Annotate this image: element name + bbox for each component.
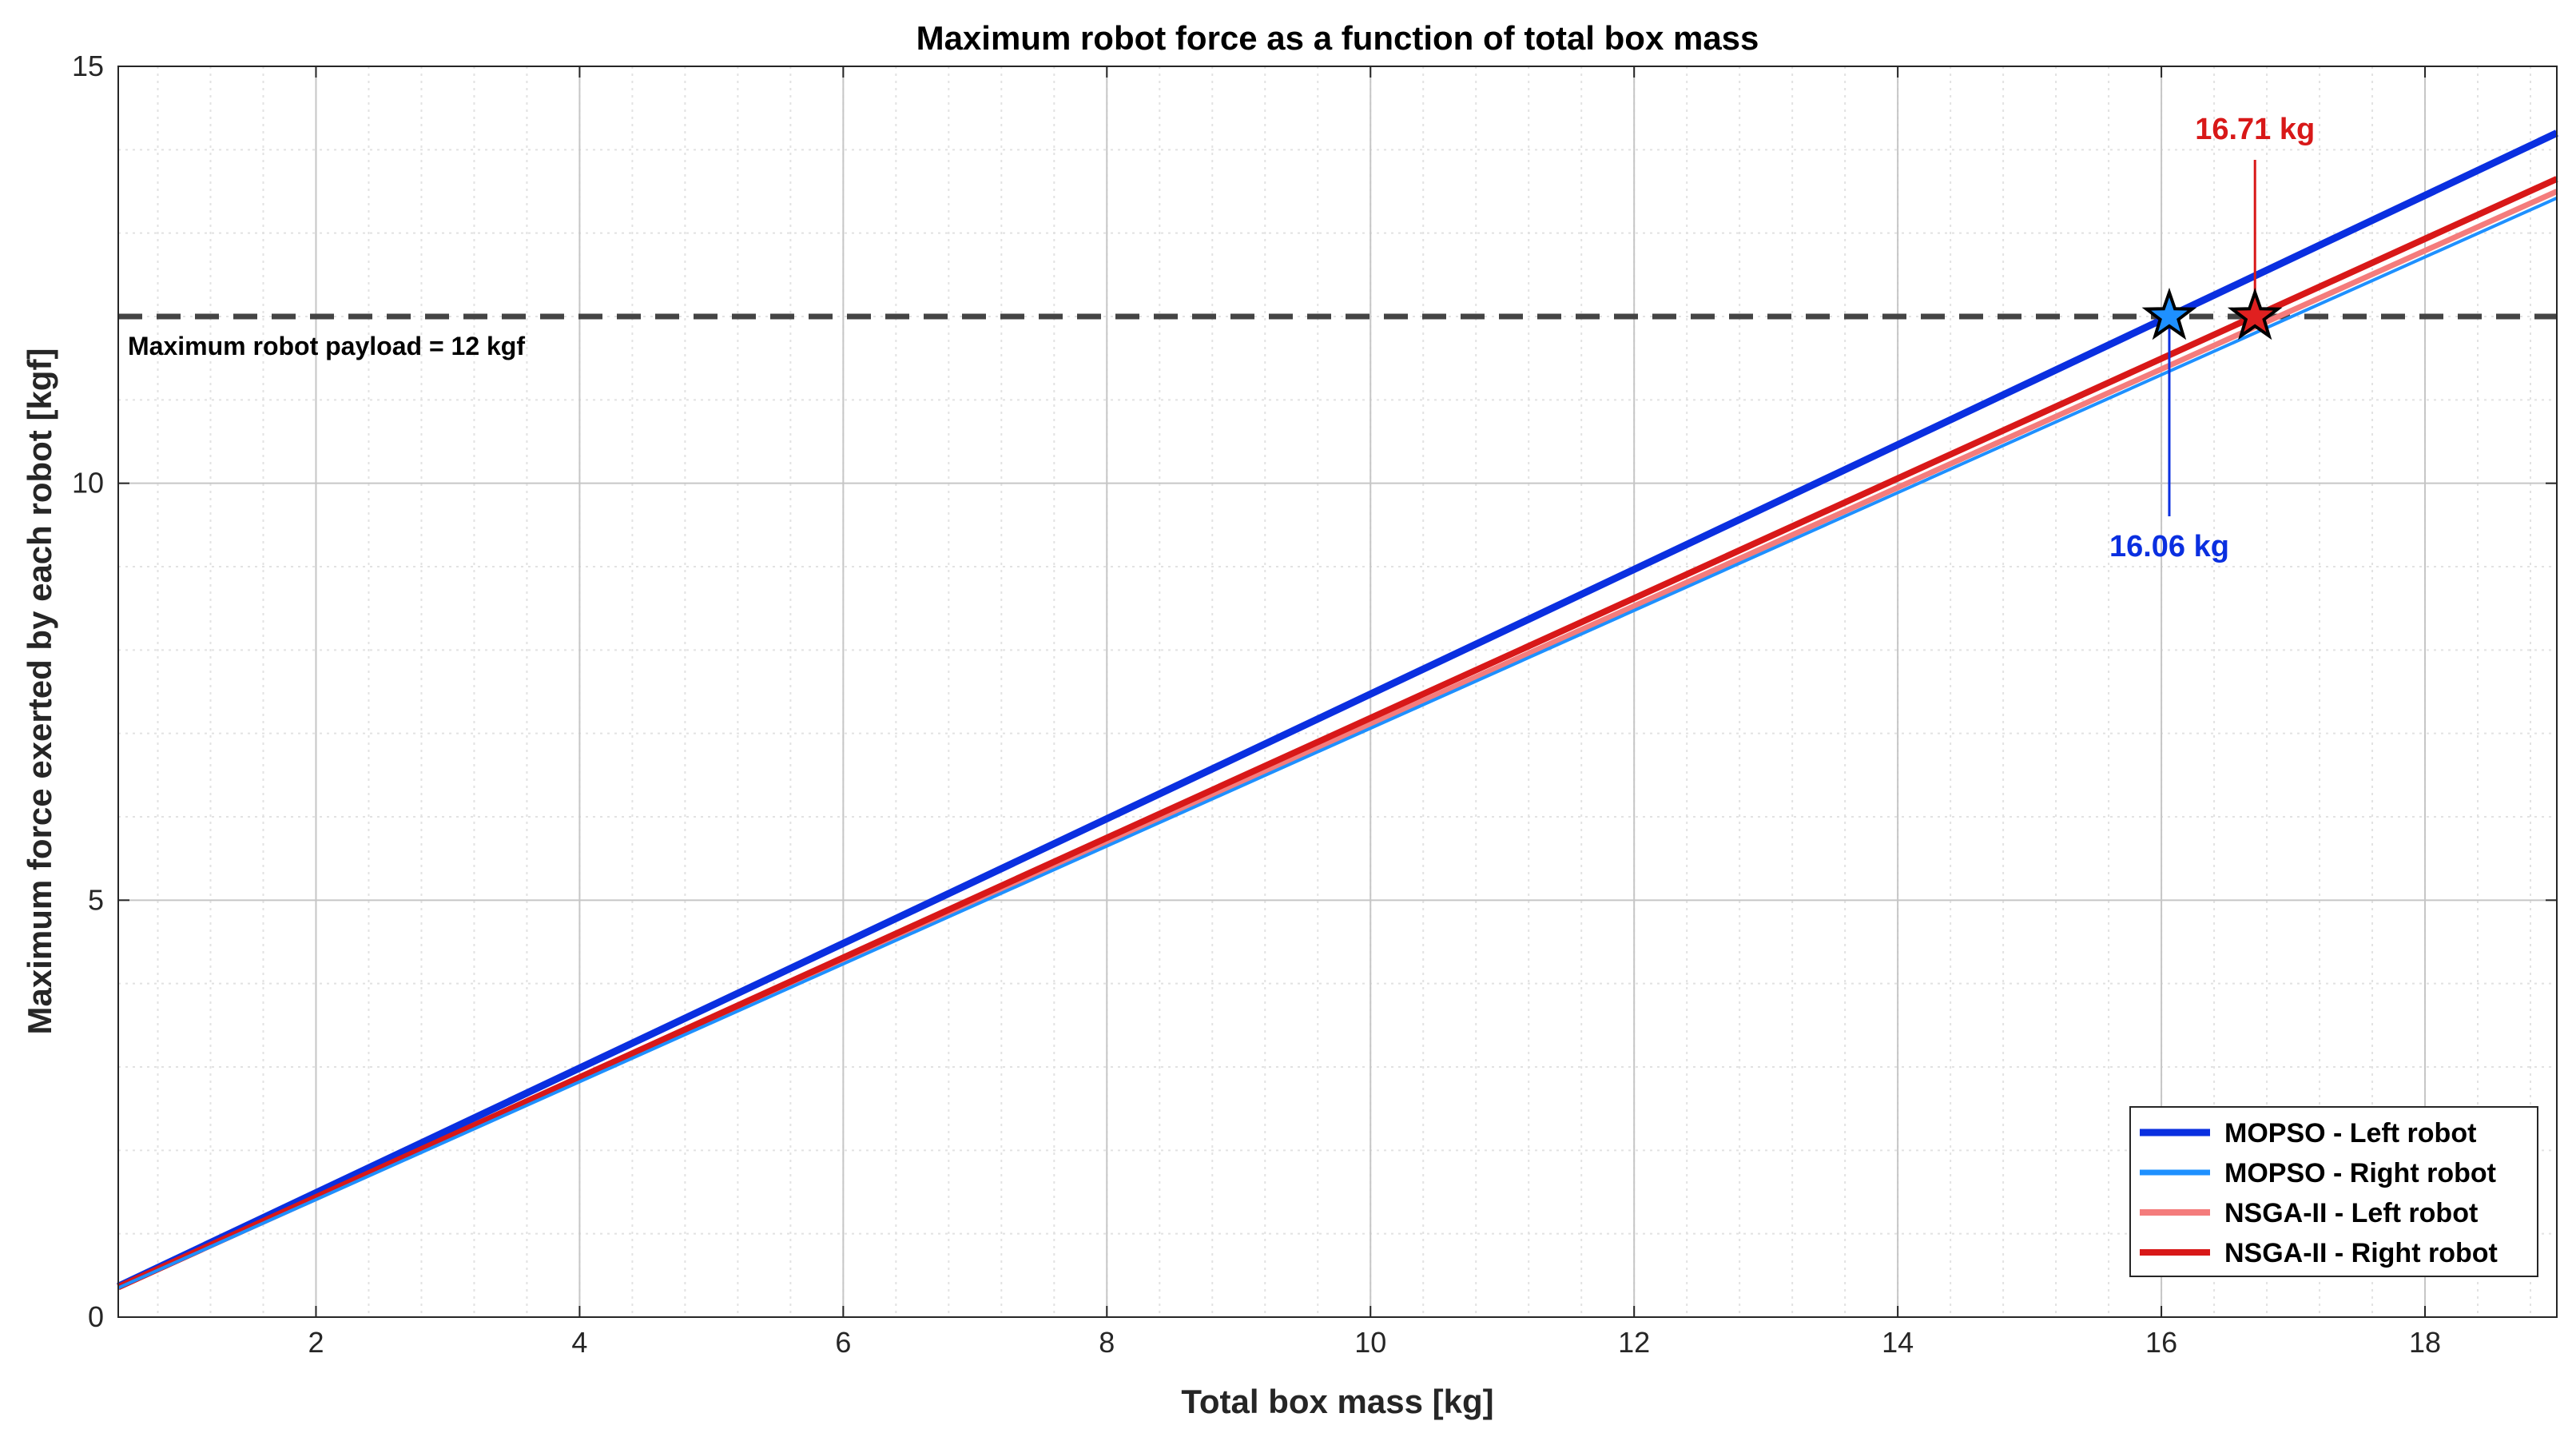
x-tick-label: 2 — [308, 1326, 324, 1359]
legend-label-1: MOPSO - Right robot — [2224, 1158, 2496, 1188]
legend-label-0: MOPSO - Left robot — [2224, 1118, 2476, 1148]
x-tick-label: 14 — [1882, 1326, 1914, 1359]
x-tick-label: 16 — [2145, 1326, 2177, 1359]
reference-line-group: Maximum robot payload = 12 kgf — [118, 313, 2557, 360]
payload-reference-label: Maximum robot payload = 12 kgf — [128, 332, 525, 360]
series-lines — [117, 129, 2558, 1291]
annotation-label-1: 16.71 kg — [2195, 113, 2315, 146]
x-tick-label: 4 — [571, 1326, 587, 1359]
series-line-3 — [117, 176, 2558, 1291]
axis-labels: Maximum robot force as a function of tot… — [21, 19, 1759, 1420]
annotation-star-1 — [2227, 287, 2283, 340]
y-tick-label: 5 — [88, 883, 104, 916]
annotation-label-0: 16.06 kg — [2109, 530, 2229, 563]
x-axis-label: Total box mass [kg] — [1181, 1383, 1493, 1420]
ticks: 2 4 6 8 10 12 14 16 18 0 5 10 15 — [72, 50, 2557, 1359]
annotation-star-0 — [2141, 287, 2197, 340]
x-tick-label: 8 — [1099, 1326, 1115, 1359]
series-line-0 — [117, 129, 2558, 1290]
y-axis-label: Maximum force exerted by each robot [kgf… — [21, 348, 58, 1035]
legend-label-3: NSGA-II - Right robot — [2224, 1238, 2498, 1268]
legend: MOPSO - Left robot MOPSO - Right robot NSG… — [2129, 1106, 2538, 1277]
y-tick-label: 0 — [88, 1300, 104, 1333]
x-tick-label: 6 — [835, 1326, 851, 1359]
series-line-1 — [117, 197, 2558, 1290]
annotations: 16.06 kg 16.71 kg — [2109, 113, 2315, 563]
y-tick-label: 10 — [72, 467, 104, 500]
y-tick-label: 15 — [72, 50, 104, 82]
plot-frame — [117, 66, 2558, 1318]
legend-label-2: NSGA-II - Left robot — [2224, 1198, 2478, 1228]
x-tick-label: 12 — [1618, 1326, 1650, 1359]
x-tick-label: 18 — [2409, 1326, 2441, 1359]
chart-title: Maximum robot force as a function of tot… — [916, 19, 1759, 57]
x-tick-label: 10 — [1354, 1326, 1386, 1359]
